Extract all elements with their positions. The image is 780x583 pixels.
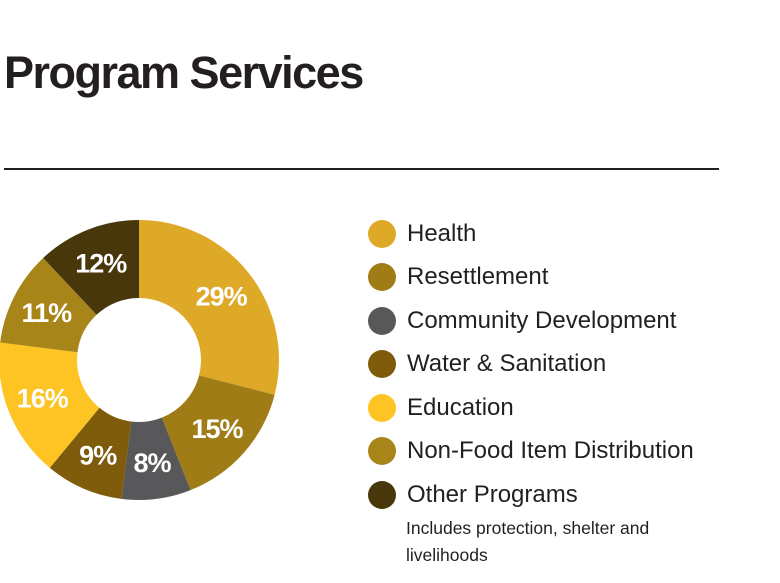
slice-value-label: 29% [196,281,248,311]
legend-item: Health [368,212,694,256]
donut-slice-education [0,342,100,468]
slice-value-label: 12% [75,248,127,278]
donut-value-labels: 29% 15% 8% 9% 16% 11%12% [17,248,249,478]
legend-label: Resettlement [407,263,549,291]
donut-chart: 29% 15% 8% 9% 16% 11%12% [0,220,279,500]
slice-value-label: 16% [17,383,69,413]
legend-label: Other Programs [407,480,578,508]
legend-swatch [368,350,396,379]
donut-slice-resettlement [161,375,275,491]
legend-swatch [368,263,396,292]
donut-slice-health [139,220,279,395]
title-divider [4,168,719,170]
donut-slice-community-development [121,417,191,500]
legend-item: Other Programs Includes protection, shelt… [368,473,694,565]
legend-note: Includes protection, shelter and livelih… [406,518,650,565]
page-title: Program Services [4,47,364,98]
legend-item: Non-Food Item Distribution [368,430,694,474]
legend-label: Water & Sanitation [407,350,607,378]
slice-value-label: 8% [134,448,172,478]
legend-label: Health [407,219,477,247]
legend-label: Non-Food Item Distribution [407,437,694,465]
legend-item: Resettlement [368,256,694,300]
donut-slices [0,220,279,500]
chart-legend: Health Resettlement Community Development W… [368,212,694,565]
slice-value-label: 15% [191,414,243,444]
legend-label: Education [407,393,514,421]
legend-item: Education [368,386,694,430]
slice-value-label: 9% [79,440,117,470]
legend-label: Community Development [407,306,677,334]
donut-slice-non-food-item-distribution [0,257,97,353]
legend-swatch [368,437,396,466]
slice-value-label: 11% [22,298,73,328]
legend-swatch [368,219,396,248]
donut-slice-other-programs [43,220,139,315]
legend-item: Water & Sanitation [368,343,694,387]
donut-slice-water-sanitation [49,407,132,499]
legend-item: Community Development [368,299,694,343]
legend-swatch [368,480,396,509]
legend-swatch [368,306,396,335]
legend-swatch [368,393,396,422]
